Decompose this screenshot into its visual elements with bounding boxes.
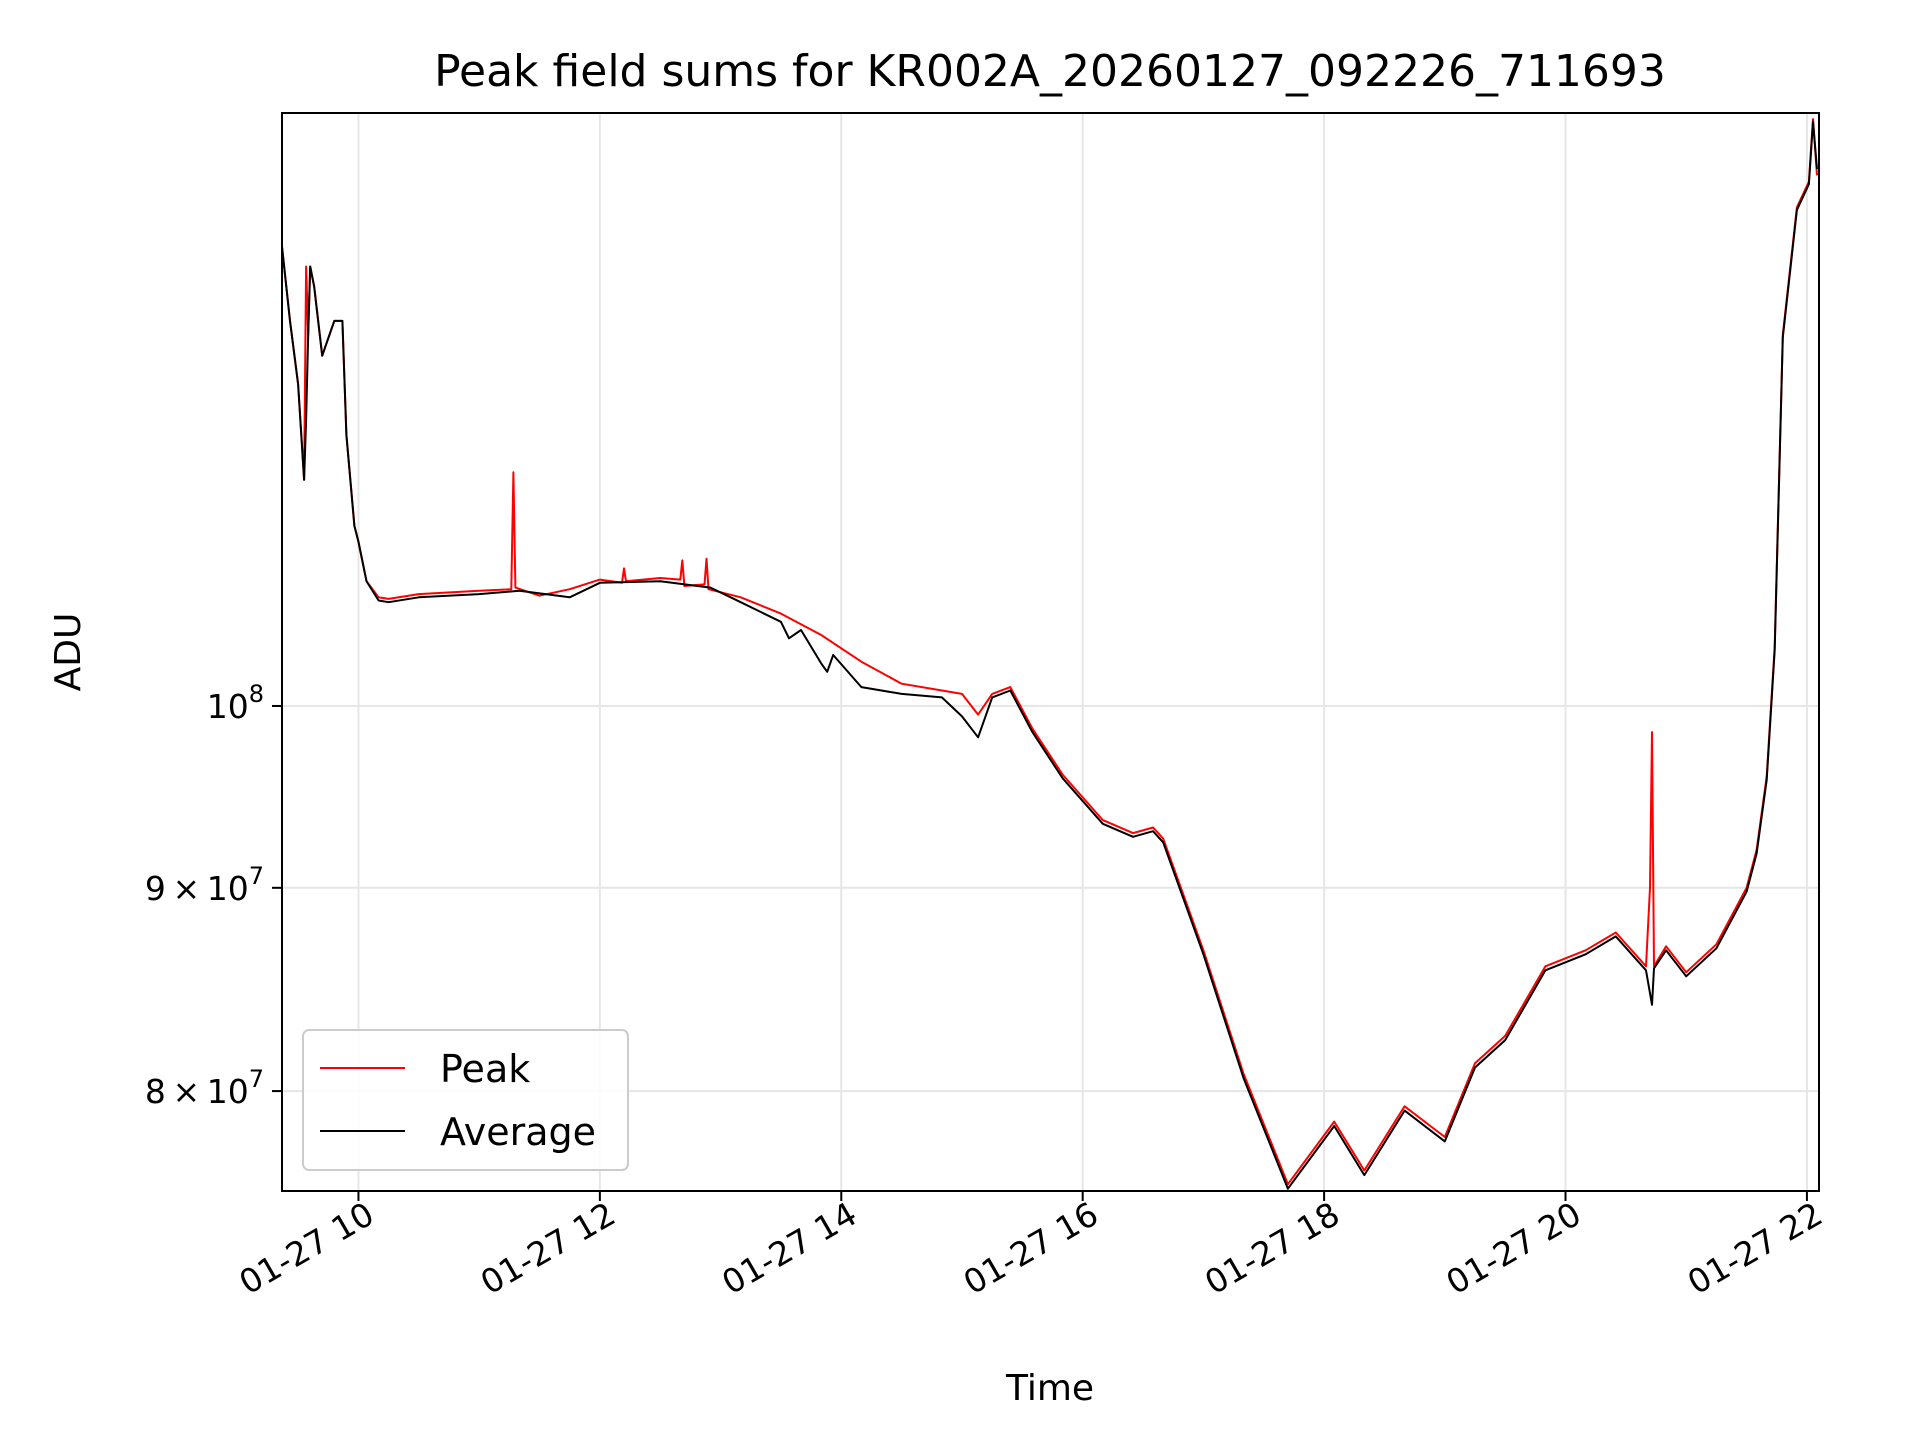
legend: Peak Average [302,1029,629,1171]
y-tick-label: 9 × 107 [145,862,264,908]
legend-label-peak: Peak [440,1047,530,1091]
series-lines [281,118,1818,1190]
x-axis-label: Time [1005,1368,1094,1409]
y-tick-label: 8 × 107 [145,1065,264,1111]
y-axis-label: ADU [48,613,89,692]
axes-frame [281,112,1820,1192]
y-axis-ticks: 8 × 107 9 × 107 108 [145,680,282,1111]
legend-label-average: Average [440,1110,596,1154]
legend-box [302,1029,629,1171]
chart-title: Peak field sums for KR002A_20260127_0922… [434,46,1666,97]
series-line-average [281,120,1818,1190]
plot-area [282,113,1819,1191]
y-tick-label: 108 [207,680,264,726]
